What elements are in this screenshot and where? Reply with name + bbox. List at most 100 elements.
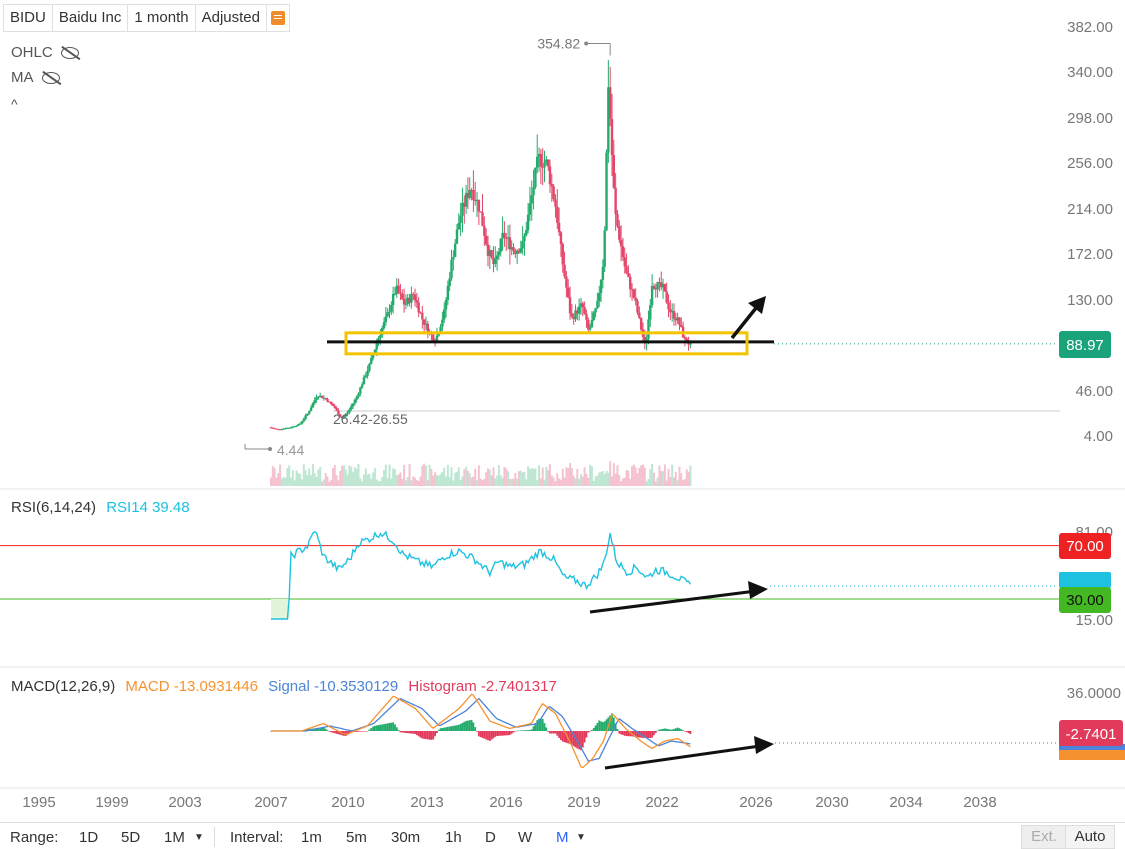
candle-body <box>583 307 586 314</box>
candle-body <box>391 293 395 306</box>
macd-histogram-bar <box>684 731 686 732</box>
macd-value-tag <box>1059 750 1125 760</box>
candle-body <box>607 87 610 153</box>
candle-body <box>342 416 346 419</box>
macd-histogram-bar <box>446 726 449 731</box>
ticker-label[interactable]: BIDU <box>4 5 53 31</box>
time-tick-label: 2010 <box>331 794 364 811</box>
symbol-header[interactable]: BIDU Baidu Inc 1 month Adjusted <box>3 4 290 32</box>
chevron-down-icon[interactable]: ▼ <box>194 832 204 843</box>
interval-1m-button[interactable]: 1m <box>301 829 322 846</box>
candle-body <box>463 202 466 207</box>
volume-bar <box>488 469 491 486</box>
volume-bar <box>548 464 551 486</box>
macd-histogram-bar <box>514 731 517 732</box>
volume-bar <box>479 478 482 486</box>
candle-body <box>300 421 304 424</box>
adjusted-label[interactable]: Adjusted <box>196 5 267 31</box>
candle-body <box>674 318 678 321</box>
interval-5m-button[interactable]: 5m <box>346 829 367 846</box>
volume-bar <box>476 480 479 486</box>
macd-histogram-bar <box>383 724 385 731</box>
interval-m-button[interactable]: M <box>556 829 569 846</box>
volume-bar <box>517 471 520 486</box>
macd-histogram-bar <box>603 721 606 731</box>
extended-hours-button[interactable]: Ext. <box>1021 825 1067 849</box>
period-label[interactable]: 1 month <box>128 5 196 31</box>
macd-histogram-bar <box>315 728 318 731</box>
volume-bar <box>541 467 544 486</box>
range-1m-button[interactable]: 1M <box>164 829 185 846</box>
macd-histogram-bar <box>457 724 460 731</box>
interval-1h-button[interactable]: 1h <box>445 829 462 846</box>
volume-bar <box>632 464 635 486</box>
macd-histogram-bar <box>485 731 488 740</box>
volume-bar <box>457 467 460 486</box>
candle-body <box>486 244 490 256</box>
volume-bar <box>421 465 424 486</box>
candle-body <box>561 243 564 265</box>
macd-histogram-bar <box>487 731 489 741</box>
candle-body <box>574 310 577 320</box>
macd-histogram-bar <box>653 731 655 736</box>
eye-hidden-icon[interactable] <box>41 71 60 84</box>
candle-body <box>410 293 413 303</box>
high-label: 354.82 <box>537 35 580 51</box>
macd-histogram-bar <box>324 728 327 731</box>
volume-bar <box>291 470 294 486</box>
volume-bar <box>567 467 570 486</box>
volume-bar <box>589 464 592 486</box>
volume-bar <box>508 478 511 486</box>
candle-body <box>355 396 358 400</box>
volume-bar <box>297 472 300 486</box>
candle-body <box>461 202 464 216</box>
volume-bar <box>528 469 531 486</box>
macd-histogram-bar <box>439 728 442 731</box>
candle-body <box>552 186 555 200</box>
macd-histogram-bar <box>541 718 544 731</box>
eye-hidden-icon[interactable] <box>60 46 79 59</box>
volume-bar <box>306 475 309 486</box>
ma-legend[interactable]: MA <box>11 69 60 86</box>
chevron-down-icon[interactable]: ▼ <box>576 832 586 843</box>
price-tick-label: 298.00 <box>1067 110 1113 127</box>
interval-30m-button[interactable]: 30m <box>391 829 421 846</box>
candle-body <box>546 159 550 167</box>
macd-histogram-bar <box>669 729 672 731</box>
candle-body <box>632 289 636 298</box>
candle-body <box>278 429 282 431</box>
company-label[interactable]: Baidu Inc <box>53 5 129 31</box>
macd-histogram-bar <box>538 718 540 731</box>
bookmark-icon[interactable] <box>270 11 285 25</box>
macd-histogram-bar <box>470 719 473 731</box>
candle-body <box>543 162 546 168</box>
macd-histogram-bar <box>317 727 320 731</box>
volume-bar <box>455 471 458 486</box>
volume-bar <box>605 471 608 486</box>
ma-label: MA <box>11 69 34 86</box>
range-1d-button[interactable]: 1D <box>79 829 99 846</box>
auto-scale-button[interactable]: Auto <box>1065 825 1115 849</box>
volume-bar <box>273 467 276 486</box>
candle-body <box>311 403 315 408</box>
candle-body <box>649 305 652 320</box>
candle-body <box>517 250 521 253</box>
volume-bar <box>414 477 417 486</box>
collapse-icon[interactable]: ^ <box>11 96 18 112</box>
macd-histogram-bar <box>662 728 664 731</box>
volume-bar <box>319 466 322 486</box>
interval-d-button[interactable]: D <box>485 829 496 846</box>
ohlc-legend[interactable]: OHLC <box>11 44 79 61</box>
candle-body <box>670 310 674 313</box>
macd-histogram-bar <box>481 731 484 738</box>
interval-w-button[interactable]: W <box>518 829 533 846</box>
range-5d-button[interactable]: 5D <box>121 829 141 846</box>
time-tick-label: 2019 <box>567 794 600 811</box>
candle-body <box>408 297 411 303</box>
volume-bar <box>497 465 500 486</box>
candle-body <box>515 250 519 254</box>
macd-histogram-bar <box>578 731 581 750</box>
macd-histogram-bar <box>596 723 599 731</box>
macd-histogram-bar <box>408 731 411 734</box>
